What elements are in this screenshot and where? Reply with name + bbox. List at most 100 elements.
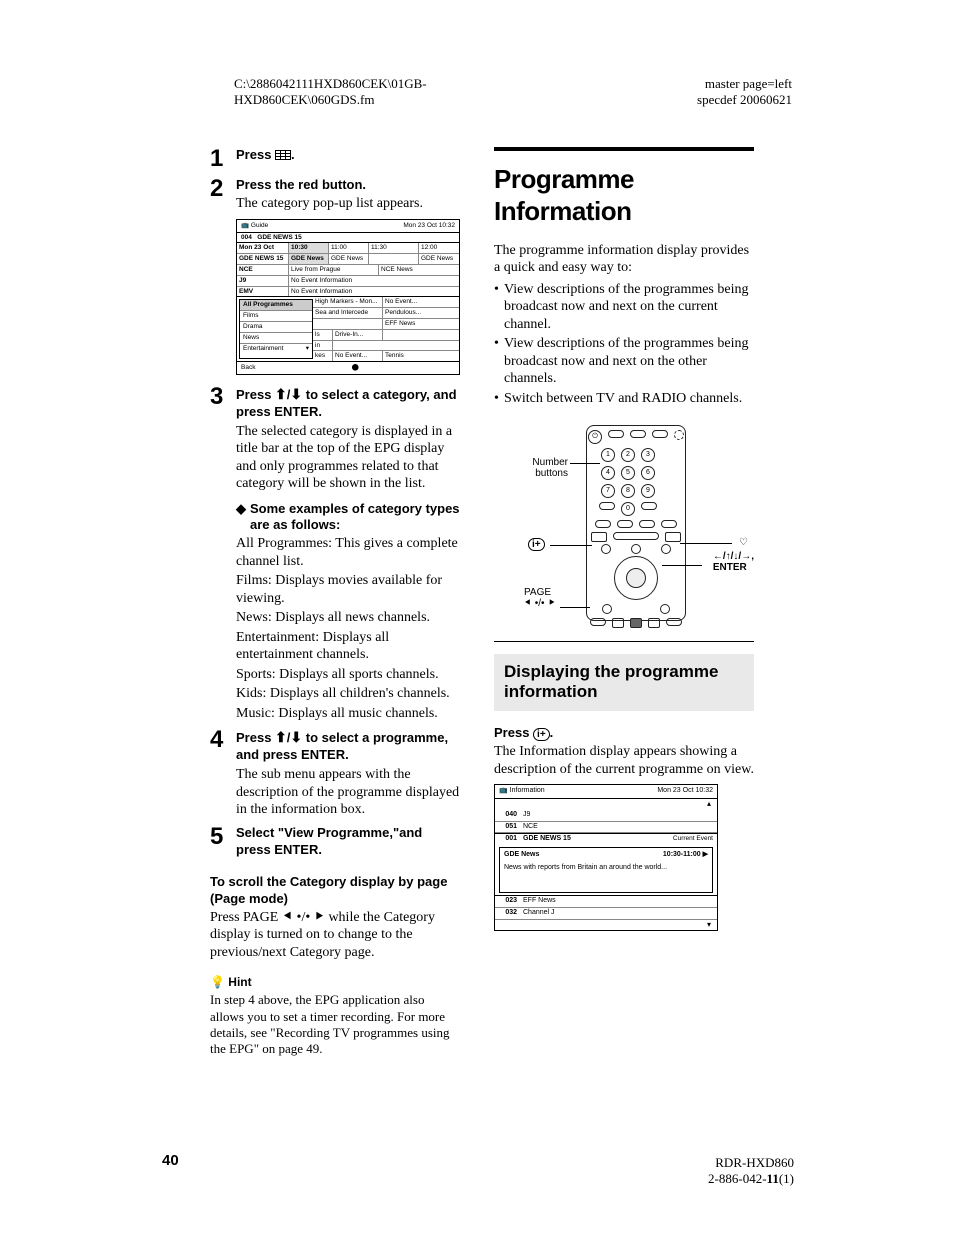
header-master: master page=left <box>697 76 792 92</box>
label-info-icon: i+ <box>528 539 545 550</box>
remote-btn: 2 <box>621 448 635 462</box>
remote-btn <box>602 604 612 614</box>
remote-dpad <box>614 556 658 600</box>
remote-btn <box>613 532 659 540</box>
guide-time-row: Mon 23 Oct 10:30 11:00 11:30 12:00 <box>237 243 459 254</box>
remote-btn <box>674 430 684 440</box>
remote-btn: ⏻ <box>588 430 602 444</box>
step-2: 2 Press the red button. The category pop… <box>210 177 460 213</box>
remote-control-figure: ⏻ 123 456 789 0 Numberbuttons <box>494 421 754 627</box>
step-4-text: The sub menu appears with the descriptio… <box>236 766 460 819</box>
remote-btn <box>661 520 677 528</box>
diamond-icon: ◆ <box>236 501 246 534</box>
hint-heading: 💡 Hint <box>210 975 460 990</box>
bullet-2: View descriptions of the programmes bein… <box>504 335 754 388</box>
remote-btn: 8 <box>621 484 635 498</box>
subsection-title: Displaying the programme information <box>494 654 754 711</box>
footer-model: RDR-HXD860 <box>708 1155 794 1171</box>
label-number-buttons: Numberbuttons <box>518 457 568 479</box>
step-3: 3 Press ⬆/⬇ to select a category, and pr… <box>210 385 460 722</box>
remote-btn: 0 <box>621 502 635 516</box>
thin-rule <box>494 641 754 642</box>
info-title: 📺 Information <box>499 787 545 796</box>
step-4: 4 Press ⬆/⬇ to select a programme, and p… <box>210 728 460 818</box>
guide-row-1: GDE NEWS 15 GDE News GDE News GDE News <box>237 254 459 265</box>
remote-btn <box>639 520 655 528</box>
footer-partno: 2-886-042-11(1) <box>708 1171 794 1187</box>
step-2-title: Press the red button. <box>236 177 460 194</box>
detail-body: News with reports from Britain an around… <box>504 864 708 873</box>
step-5-title: Select "View Programme,"and press ENTER. <box>236 825 460 859</box>
remote-btn: 3 <box>641 448 655 462</box>
guide-title: 📺 Guide <box>241 222 268 230</box>
guide-grid-icon <box>275 150 291 160</box>
left-column: 1 Press . 2 Press the red button. The ca… <box>72 147 460 1058</box>
info-detail-box: GDE News 10:30-11:00 ▶ News with reports… <box>499 847 713 893</box>
remote-btn <box>617 520 633 528</box>
example-1: All Programmes: This gives a complete ch… <box>236 535 460 570</box>
header-path-2: HXD860CEK\060GDS.fm <box>234 92 427 108</box>
info-row: 051NCE <box>495 822 717 834</box>
detail-title: GDE News <box>504 851 539 860</box>
examples-heading: ◆ Some examples of category types are as… <box>236 501 460 534</box>
step-2-text: The category pop-up list appears. <box>236 195 460 213</box>
bulb-icon: 💡 <box>210 975 225 989</box>
page-number: 40 <box>162 1152 179 1171</box>
info-up-arrow: ▴ <box>495 799 717 810</box>
remote-btn <box>591 532 607 542</box>
step-1: 1 Press . <box>210 147 460 171</box>
remote-btn <box>599 502 615 510</box>
page-header: C:\2886042111HXD860CEK\01GB- HXD860CEK\0… <box>234 76 792 109</box>
remote-btn: 7 <box>601 484 615 498</box>
example-7: Music: Displays all music channels. <box>236 705 460 723</box>
remote-btn <box>612 618 624 628</box>
press-info-heading: Press i+. <box>494 725 754 742</box>
step-4-title: Press ⬆/⬇ to select a programme, and pre… <box>236 728 460 764</box>
step-1-title: Press . <box>236 147 460 164</box>
info-icon: i+ <box>533 728 550 741</box>
step-5-number: 5 <box>210 825 236 859</box>
info-down-arrow: ▾ <box>495 919 717 931</box>
category-popup: All Programmes Films Drama News Entertai… <box>239 299 313 359</box>
step-3-number: 3 <box>210 385 236 722</box>
popup-right-grid: High Markers - Mon...No Event... Sea and… <box>313 297 459 361</box>
step-1-number: 1 <box>210 147 236 171</box>
header-path-1: C:\2886042111HXD860CEK\01GB- <box>234 76 427 92</box>
remote-btn <box>590 618 606 626</box>
bullet-3: Switch between TV and RADIO channels. <box>504 390 742 408</box>
step-5: 5 Select "View Programme,"and press ENTE… <box>210 825 460 859</box>
info-row: 040J9 <box>495 810 717 822</box>
remote-enter-btn <box>626 568 646 588</box>
remote-btn <box>608 430 624 438</box>
page-footer: RDR-HXD860 2-886-042-11(1) <box>708 1155 794 1188</box>
info-datetime: Mon 23 Oct 10:32 <box>657 787 713 796</box>
remote-btn <box>665 532 681 542</box>
section-title: Programme Information <box>494 163 754 228</box>
guide-datetime: Mon 23 Oct 10:32 <box>403 222 455 230</box>
info-row-selected: 001 GDE NEWS 15 Current Event <box>495 833 717 845</box>
remote-btn: 6 <box>641 466 655 480</box>
remote-btn: 1 <box>601 448 615 462</box>
guide-channel-header: 004 GDE NEWS 15 <box>237 233 459 244</box>
remote-btn: 9 <box>641 484 655 498</box>
step-3-title: Press ⬆/⬇ to select a category, and pres… <box>236 385 460 421</box>
header-left: C:\2886042111HXD860CEK\01GB- HXD860CEK\0… <box>234 76 427 109</box>
feature-bullets: •View descriptions of the programmes bei… <box>494 281 754 408</box>
intro-text: The programme information display provid… <box>494 242 754 277</box>
info-row: 032Channel J <box>495 908 717 919</box>
remote-btn <box>666 618 682 626</box>
right-column: Programme Information The programme info… <box>494 147 890 1058</box>
detail-time: 10:30-11:00 ▶ <box>663 851 708 860</box>
remote-btn <box>630 430 646 438</box>
step-3-text: The selected category is displayed in a … <box>236 423 460 493</box>
scroll-heading: To scroll the Category display by page (… <box>210 874 460 907</box>
remote-btn: 4 <box>601 466 615 480</box>
press-info-text: The Information display appears showing … <box>494 743 754 778</box>
remote-btn <box>660 604 670 614</box>
label-heart: ♡ <box>739 537 748 548</box>
header-spec: specdef 20060621 <box>697 92 792 108</box>
remote-btn <box>641 502 657 510</box>
remote-btn: 5 <box>621 466 635 480</box>
remote-heart-btn <box>661 544 671 554</box>
label-page: PAGE⯇ •/• ⯈ <box>524 587 555 609</box>
